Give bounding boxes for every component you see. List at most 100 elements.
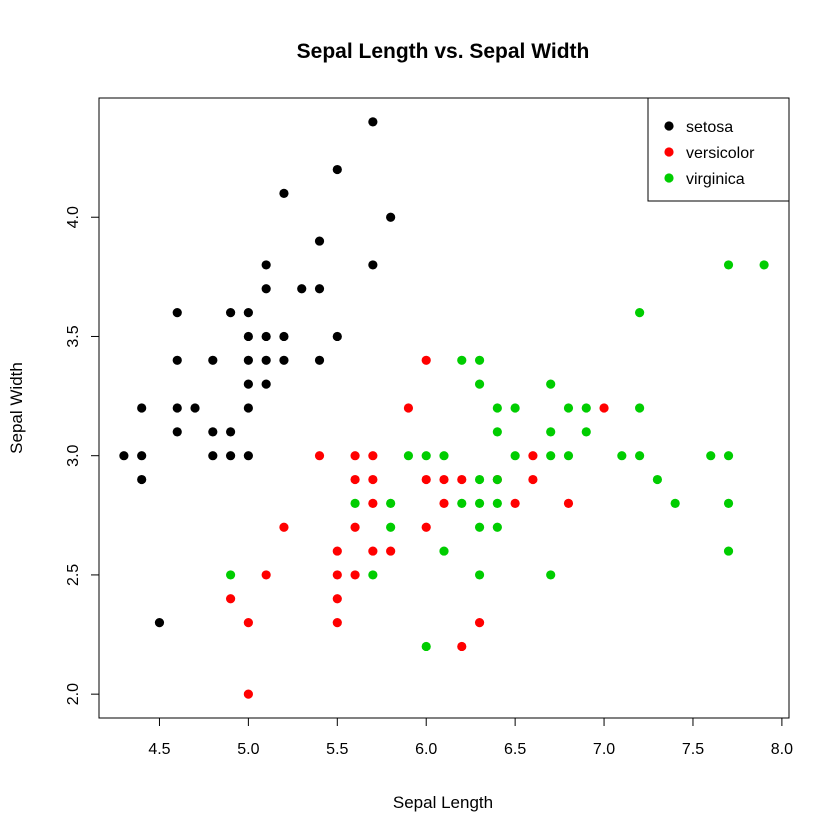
virginica-point <box>439 451 449 461</box>
versicolor-point <box>350 474 360 485</box>
virginica-point <box>386 522 396 532</box>
versicolor-point <box>439 474 449 485</box>
virginica-point <box>546 451 556 461</box>
virginica-point <box>421 451 431 461</box>
setosa-point <box>261 331 271 342</box>
legend-marker-versicolor <box>664 147 674 157</box>
x-tick-label: 8.0 <box>771 741 793 758</box>
y-tick-label: 4.0 <box>65 206 82 228</box>
virginica-point <box>457 355 467 365</box>
versicolor-point <box>350 570 360 580</box>
versicolor-point <box>368 474 378 485</box>
setosa-point <box>332 164 342 175</box>
versicolor-point <box>386 546 396 556</box>
setosa-point <box>208 451 218 461</box>
setosa-point <box>172 355 182 365</box>
legend-label-versicolor: versicolor <box>686 145 755 162</box>
setosa-point <box>225 451 236 461</box>
setosa-point <box>172 427 182 437</box>
virginica-point <box>492 498 502 508</box>
setosa-point <box>297 284 307 294</box>
virginica-point <box>759 260 769 270</box>
versicolor-point <box>225 594 236 604</box>
versicolor-point <box>457 474 467 485</box>
virginica-point <box>421 641 431 652</box>
setosa-point <box>243 355 253 365</box>
virginica-point <box>492 427 502 437</box>
versicolor-point <box>332 570 342 580</box>
versicolor-point <box>421 522 431 532</box>
versicolor-point <box>243 689 253 699</box>
y-axis: 2.0 2.5 3.0 3.5 4.0 <box>65 206 100 705</box>
versicolor-point <box>279 522 289 532</box>
versicolor-point <box>403 403 414 413</box>
versicolor-point <box>368 546 378 556</box>
y-axis-label: Sepal Width <box>7 362 26 454</box>
legend-label-setosa: setosa <box>686 119 733 136</box>
versicolor-point <box>368 498 378 508</box>
versicolor-point <box>474 618 485 628</box>
virginica-point <box>403 451 414 461</box>
setosa-point <box>368 260 378 270</box>
y-tick-label: 2.5 <box>65 564 82 586</box>
versicolor-point <box>439 498 449 508</box>
setosa-point <box>208 355 218 365</box>
versicolor-point <box>350 451 360 461</box>
chart-title: Sepal Length vs. Sepal Width <box>297 40 590 63</box>
virginica-point <box>439 546 449 556</box>
setosa-point <box>261 284 271 294</box>
setosa-point <box>314 284 325 294</box>
x-tick-label: 6.0 <box>415 741 437 758</box>
virginica-point <box>510 451 520 461</box>
setosa-point <box>314 355 325 365</box>
setosa-point <box>332 331 342 342</box>
versicolor-point <box>332 594 342 604</box>
y-tick-label: 3.0 <box>65 444 82 466</box>
setosa-point <box>243 308 253 318</box>
virginica-point <box>617 451 627 461</box>
versicolor-point <box>599 403 609 413</box>
x-tick-label: 6.5 <box>504 741 526 758</box>
virginica-point <box>474 379 485 389</box>
setosa-point <box>279 355 289 365</box>
virginica-point <box>635 403 645 413</box>
versicolor-point <box>368 451 378 461</box>
versicolor-point <box>261 570 271 580</box>
virginica-point <box>474 522 485 532</box>
setosa-point <box>314 236 325 246</box>
versicolor-point <box>510 498 520 508</box>
versicolor-point <box>350 522 360 532</box>
virginica-point <box>635 451 645 461</box>
virginica-point <box>723 451 734 461</box>
virginica-point <box>546 379 556 389</box>
setosa-point <box>172 308 182 318</box>
versicolor-point <box>332 546 342 556</box>
x-tick-label: 4.5 <box>148 741 170 758</box>
versicolor-point <box>421 355 431 365</box>
setosa-point <box>243 379 253 389</box>
virginica-point <box>492 403 502 413</box>
virginica-point <box>510 403 520 413</box>
virginica-point <box>670 498 680 508</box>
x-axis-label: Sepal Length <box>393 793 493 812</box>
virginica-point <box>457 498 467 508</box>
virginica-point <box>474 474 485 485</box>
versicolor-point <box>243 618 253 628</box>
virginica-point <box>563 451 574 461</box>
setosa-point <box>208 427 218 437</box>
setosa-point <box>261 260 271 270</box>
legend: setosa versicolor virginica <box>647 97 790 202</box>
virginica-point <box>386 498 396 508</box>
legend-marker-setosa <box>664 121 674 131</box>
virginica-point <box>350 498 360 508</box>
virginica-point <box>635 308 645 318</box>
virginica-point <box>652 474 663 485</box>
versicolor-point <box>332 618 342 628</box>
versicolor-point <box>528 451 538 461</box>
versicolor-point <box>421 474 431 485</box>
x-tick-label: 7.0 <box>593 741 615 758</box>
versicolor-point <box>314 451 325 461</box>
virginica-point <box>723 546 734 556</box>
series-versicolor <box>225 355 609 699</box>
